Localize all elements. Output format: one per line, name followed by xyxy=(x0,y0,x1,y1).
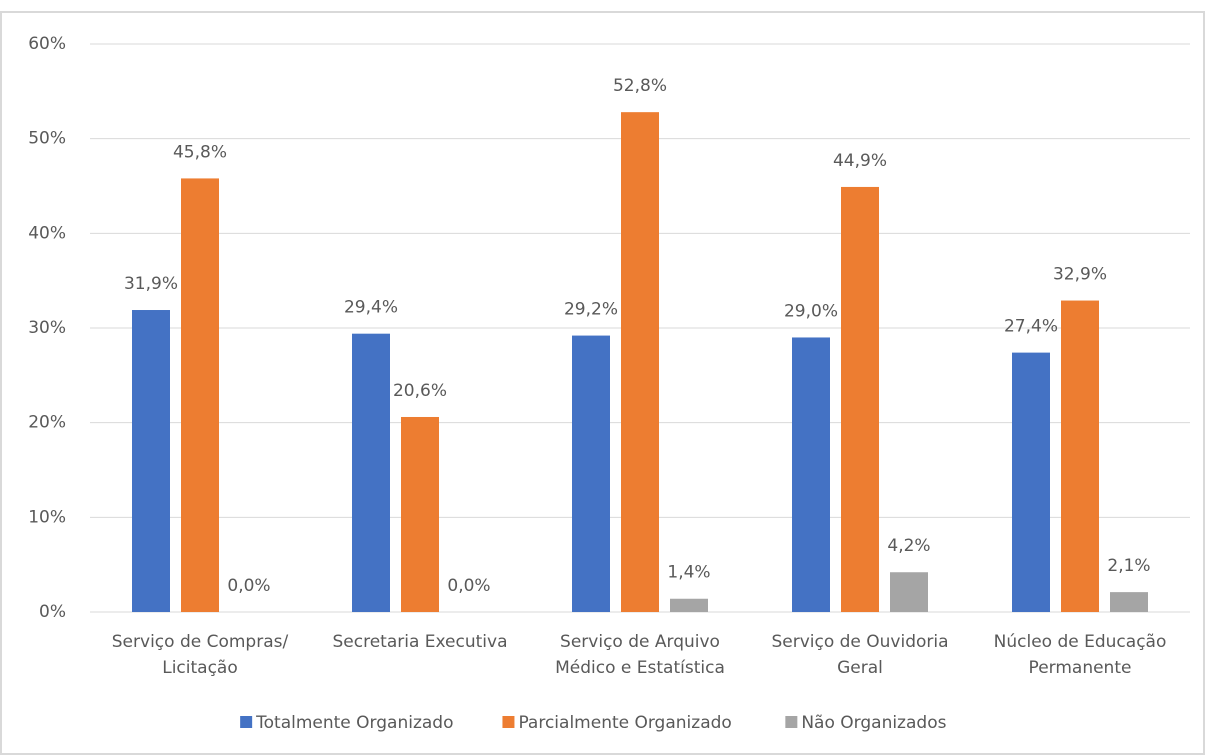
bar xyxy=(621,112,659,612)
y-tick-label: 0% xyxy=(39,602,66,622)
value-label: 44,9% xyxy=(833,151,887,171)
y-tick-label: 60% xyxy=(28,34,66,54)
x-tick-label: Núcleo de Educação Permanente xyxy=(994,632,1167,678)
y-tick-label: 20% xyxy=(28,413,66,433)
bar xyxy=(1061,300,1099,612)
legend-swatch xyxy=(785,716,798,728)
legend-swatch xyxy=(240,716,253,728)
legend-label: Totalmente Organizado xyxy=(255,713,453,733)
bar xyxy=(1012,352,1050,612)
bar xyxy=(401,416,439,612)
bar xyxy=(841,186,879,613)
value-label: 29,4% xyxy=(344,298,398,318)
value-label: 31,9% xyxy=(124,274,178,294)
x-tick-label: Serviço de Compras/Licitação xyxy=(112,632,289,678)
value-label: 52,8% xyxy=(613,76,667,96)
value-label: 29,0% xyxy=(784,301,838,321)
y-tick-label: 50% xyxy=(28,129,66,149)
legend-swatch xyxy=(502,716,515,728)
bar xyxy=(572,335,610,612)
value-label: 2,1% xyxy=(1107,556,1150,576)
bar xyxy=(352,333,390,612)
value-label: 20,6% xyxy=(393,381,447,401)
value-label: 29,2% xyxy=(564,300,618,320)
value-label: 0,0% xyxy=(227,576,270,596)
bar xyxy=(132,310,170,612)
legend-label: Parcialmente Organizado xyxy=(518,713,731,733)
legend-label: Não Organizados xyxy=(801,713,946,733)
x-tick-label: Secretaria Executiva xyxy=(332,632,507,652)
value-label: 32,9% xyxy=(1053,265,1107,285)
y-tick-label: 10% xyxy=(28,507,66,527)
y-tick-label: 40% xyxy=(28,223,66,243)
bar xyxy=(890,572,928,612)
value-label: 45,8% xyxy=(173,142,227,162)
x-tick-label: Serviço de Arquivo Médico e Estatística xyxy=(555,632,725,678)
bar xyxy=(792,337,830,612)
y-tick-label: 30% xyxy=(28,318,66,338)
bar xyxy=(181,178,219,612)
bar xyxy=(670,598,708,612)
value-label: 27,4% xyxy=(1004,317,1058,337)
value-label: 4,2% xyxy=(887,536,930,556)
value-label: 0,0% xyxy=(447,576,490,596)
x-tick-label: Serviço de Ouvidoria Geral xyxy=(771,632,948,678)
value-label: 1,4% xyxy=(667,563,710,583)
bar xyxy=(1110,592,1148,612)
